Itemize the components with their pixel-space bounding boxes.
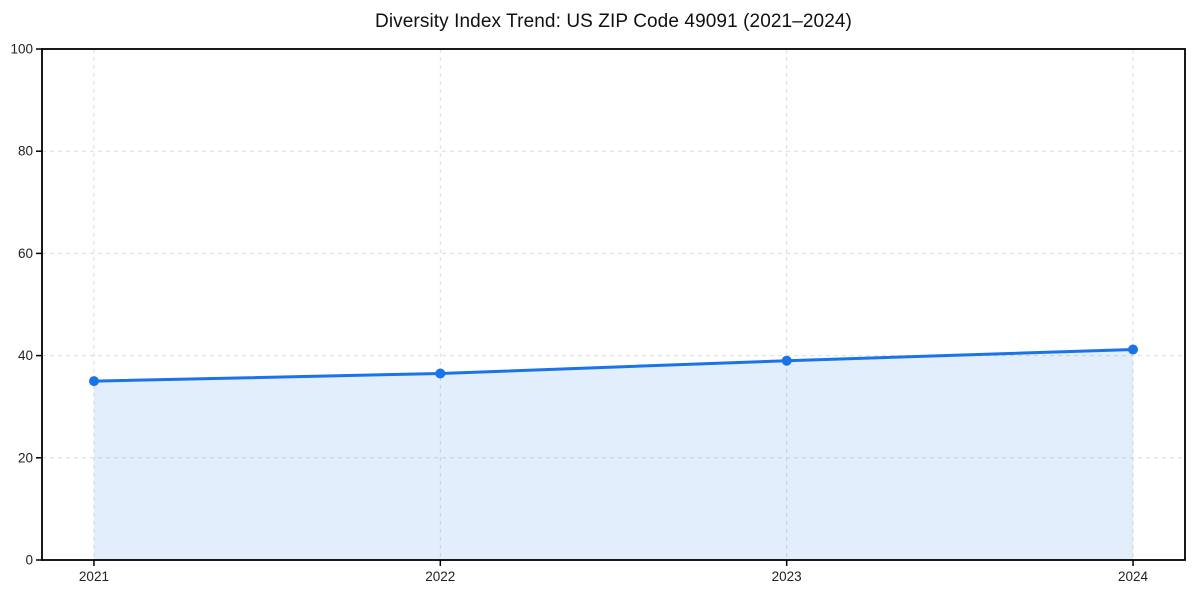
- data-point-2022: [435, 368, 446, 379]
- x-axis-tick-label: 2024: [1118, 569, 1149, 584]
- y-axis-tick-label: 80: [18, 144, 33, 159]
- x-axis-tick-label: 2023: [772, 569, 802, 584]
- data-point-2021: [89, 376, 99, 387]
- y-axis-tick-label: 100: [10, 42, 33, 57]
- y-axis-tick-label: 60: [18, 246, 33, 261]
- data-point-2023: [781, 355, 792, 366]
- data-point-2024: [1128, 344, 1138, 355]
- y-axis-tick-label: 40: [18, 348, 33, 363]
- y-axis-tick-label: 20: [18, 450, 33, 465]
- x-axis-tick-label: 2021: [79, 569, 109, 584]
- chart-title: Diversity Index Trend: US ZIP Code 49091…: [375, 11, 852, 32]
- y-axis-tick-label: 0: [25, 553, 33, 568]
- area-fill: [94, 349, 1133, 560]
- x-axis-tick-label: 2022: [425, 569, 455, 584]
- trend-line: [92, 348, 1135, 383]
- plot-border: [41, 48, 1186, 561]
